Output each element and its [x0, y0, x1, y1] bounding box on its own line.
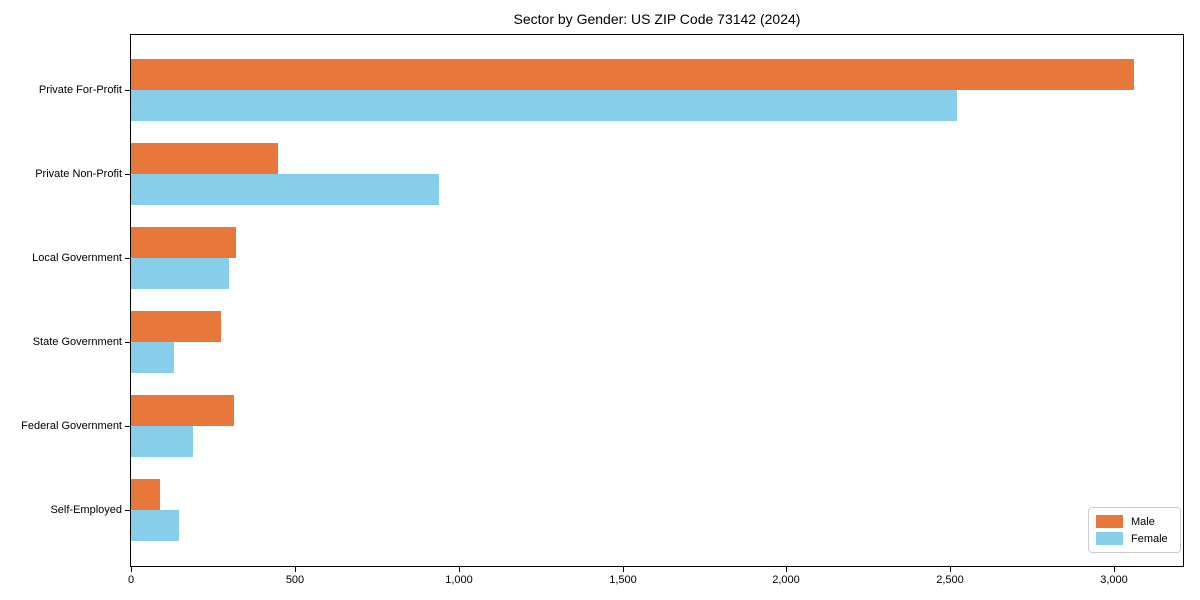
y-tick: [125, 90, 130, 91]
legend-swatch-male: [1096, 515, 1123, 528]
bar-female-2: [131, 174, 439, 205]
x-tick: [1114, 567, 1115, 572]
y-tick: [125, 174, 130, 175]
x-axis-tick-label: 500: [285, 574, 305, 586]
y-axis-label: Local Government: [32, 252, 122, 264]
x-tick: [459, 567, 460, 572]
x-axis-tick-label: 2,500: [936, 574, 964, 586]
x-axis-tick-label: 1,000: [445, 574, 473, 586]
bar-male-4: [131, 311, 221, 342]
legend-item-female: Female: [1096, 532, 1173, 545]
x-axis-tick-label: 3,000: [1100, 574, 1128, 586]
bar-male-5: [131, 395, 234, 426]
x-tick: [131, 567, 132, 572]
legend-item-male: Male: [1096, 515, 1173, 528]
chart-title: Sector by Gender: US ZIP Code 73142 (202…: [513, 11, 801, 27]
y-tick: [125, 258, 130, 259]
legend: Male Female: [1088, 507, 1181, 553]
x-axis-tick-label: 2,000: [772, 574, 800, 586]
y-axis-label: Self-Employed: [50, 504, 122, 516]
bar-male-3: [131, 227, 236, 258]
y-tick: [125, 342, 130, 343]
bar-female-3: [131, 258, 229, 289]
y-axis-label: Federal Government: [21, 420, 122, 432]
legend-label-female: Female: [1131, 532, 1168, 545]
bar-female-1: [131, 90, 957, 121]
y-axis-label: Private Non-Profit: [35, 168, 122, 180]
x-axis-tick-label: 1,500: [609, 574, 637, 586]
bar-male-1: [131, 59, 1134, 90]
plot-area: [130, 34, 1184, 567]
legend-label-male: Male: [1131, 515, 1155, 528]
bar-female-5: [131, 426, 193, 457]
y-tick: [125, 510, 130, 511]
legend-swatch-female: [1096, 532, 1123, 545]
bar-female-4: [131, 342, 174, 373]
x-axis-tick-label: 0: [127, 574, 135, 586]
x-tick: [623, 567, 624, 572]
x-tick: [950, 567, 951, 572]
x-tick: [295, 567, 296, 572]
bar-female-6: [131, 510, 179, 541]
y-axis-label: State Government: [32, 336, 122, 348]
bar-male-2: [131, 143, 278, 174]
bar-male-6: [131, 479, 160, 510]
y-axis-label: Private For-Profit: [38, 84, 122, 96]
y-tick: [125, 426, 130, 427]
x-tick: [786, 567, 787, 572]
